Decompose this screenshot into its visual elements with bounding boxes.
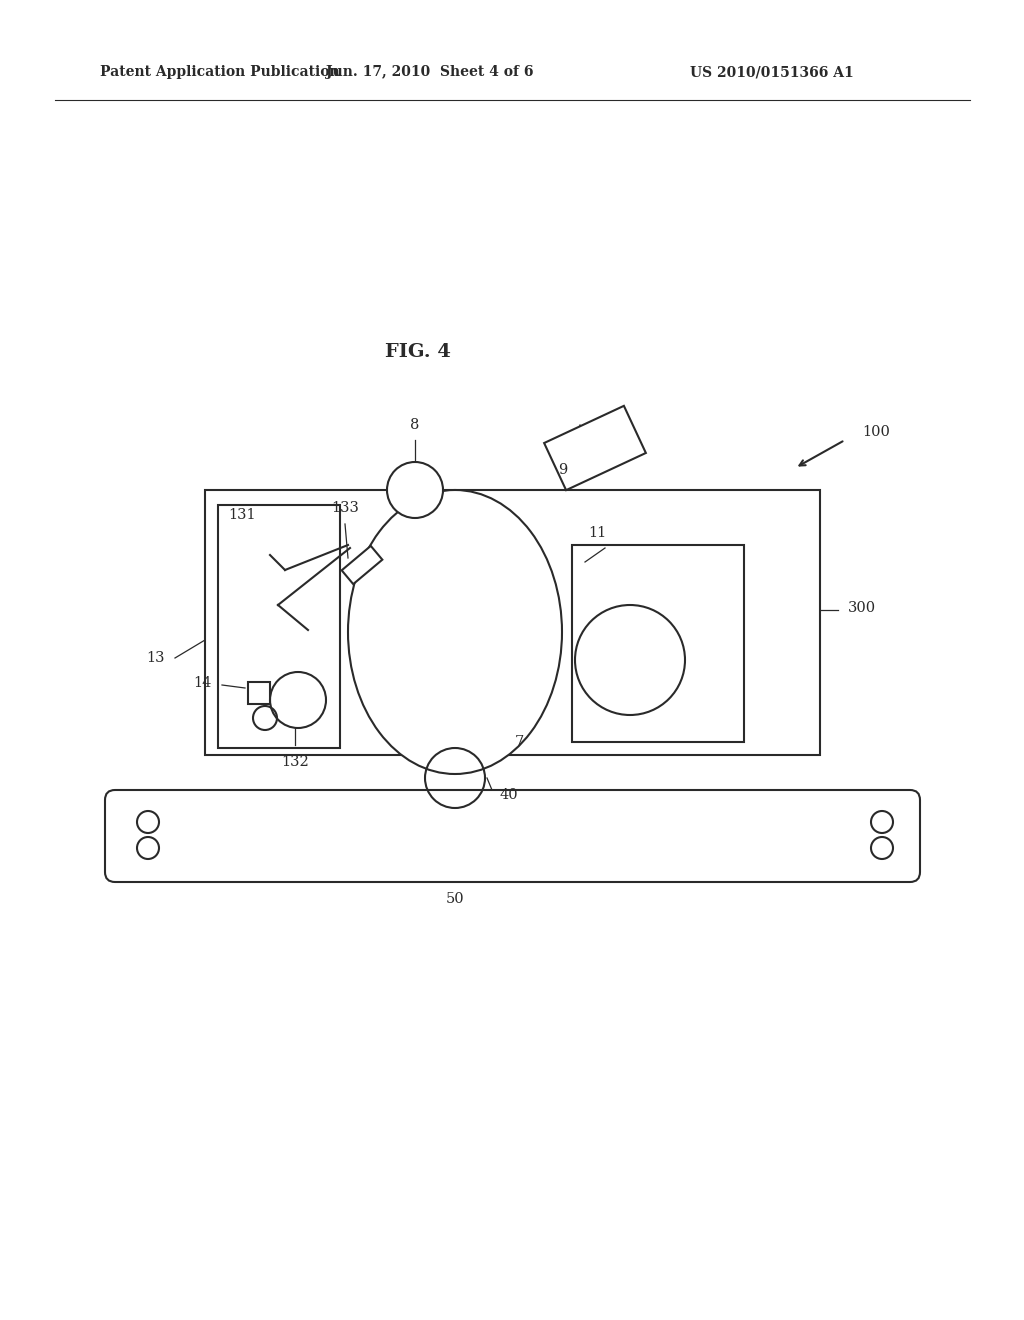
Bar [342,546,382,585]
Text: 100: 100 [862,425,890,440]
Bar [218,506,340,748]
Text: 11: 11 [588,525,606,540]
Text: 40: 40 [500,788,518,803]
Text: Patent Application Publication: Patent Application Publication [100,65,340,79]
Text: Jun. 17, 2010  Sheet 4 of 6: Jun. 17, 2010 Sheet 4 of 6 [327,65,534,79]
Text: US 2010/0151366 A1: US 2010/0151366 A1 [690,65,854,79]
Bar [248,682,270,704]
Text: 132: 132 [282,755,309,770]
Bar [572,545,744,742]
Text: 300: 300 [848,601,877,615]
Bar [205,490,820,755]
Text: 131: 131 [228,508,256,521]
Text: 50: 50 [445,892,464,906]
Text: 9: 9 [558,463,567,477]
Text: 14: 14 [194,676,212,690]
Text: 133: 133 [331,502,359,515]
Bar [544,405,646,490]
Text: FIG. 4: FIG. 4 [385,343,451,360]
Text: 8: 8 [411,418,420,432]
Text: 13: 13 [146,651,165,665]
Ellipse shape [348,490,562,774]
Circle shape [387,462,443,517]
Text: 7: 7 [515,735,524,748]
